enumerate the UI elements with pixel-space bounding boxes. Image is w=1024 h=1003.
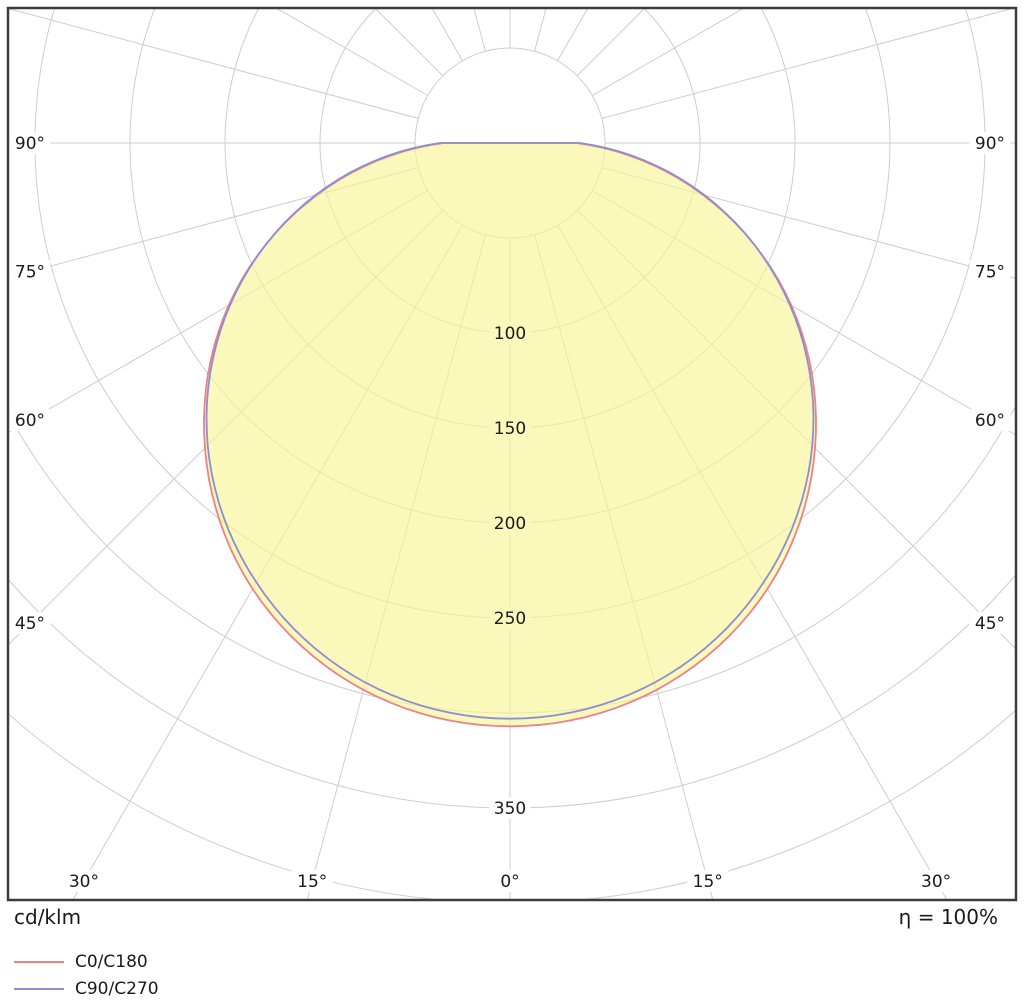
- angle-ray-105: [601, 9, 1013, 119]
- series-curve-c0-c180: [203, 142, 817, 728]
- angle-label-right-45: 45°: [975, 614, 1005, 634]
- radius-label-250: 250: [494, 609, 526, 629]
- angle-label-left-90-knockout: [9, 132, 51, 154]
- legend-label-c0-c180: C0/C180: [75, 952, 148, 972]
- angle-label-left-60-knockout: [9, 409, 51, 432]
- angle-label-right-75: 75°: [975, 263, 1005, 283]
- legend-line-c90-c270: [14, 988, 64, 990]
- angle-label-bottom-2: 0°: [500, 872, 519, 892]
- angle-label-left-90: 90°: [15, 134, 45, 154]
- polar-chart-canvas: 100 150 200 250 350 90° 90° 75° 75° 60° 60° 45° 45° 3…: [6, 6, 1018, 902]
- angle-label-right-90: 90°: [975, 134, 1005, 154]
- radius-label-350-knockout: [489, 797, 531, 819]
- plot-border: [6, 6, 1018, 902]
- angle-label-bottom-1: 15°: [297, 872, 327, 892]
- radial-units-label: cd/klm: [14, 905, 82, 929]
- axis-labels: 100 150 200 250 350 90° 90° 75° 75° 60° 60° 45° 45° 3…: [9, 132, 1011, 892]
- legend-label-c90-c270: C90/C270: [75, 979, 159, 999]
- efficiency-label: η = 100%: [898, 905, 998, 929]
- legend-item-c90-c270: C90/C270: [14, 979, 159, 999]
- angle-label-bottom-4-knockout: [915, 870, 957, 892]
- series-curve-c90-c270: [205, 142, 815, 720]
- angle-label-left-45: 45°: [15, 614, 45, 634]
- angle-label-bottom-2-knockout: [495, 870, 525, 892]
- angle-label-bottom-0-knockout: [63, 870, 105, 892]
- angle-ray-75: [601, 167, 1015, 279]
- angle-label-bottom-1-knockout: [291, 870, 333, 892]
- angle-label-bottom-3: 15°: [693, 872, 723, 892]
- angle-label-left-75-knockout: [9, 260, 51, 283]
- radius-label-100: 100: [494, 324, 526, 344]
- angle-ray-255: [9, 9, 419, 119]
- radius-label-350: 350: [494, 799, 526, 819]
- radius-label-150-knockout: [489, 417, 531, 439]
- angle-label-bottom-3-knockout: [687, 870, 729, 892]
- legend-item-c0-c180: C0/C180: [14, 952, 148, 972]
- angle-label-bottom-4: 30°: [921, 872, 951, 892]
- angle-label-right-60-knockout: [969, 409, 1011, 432]
- radius-label-250-knockout: [489, 607, 531, 629]
- radius-label-200: 200: [494, 514, 526, 534]
- legend-line-c0-c180: [14, 961, 64, 963]
- angle-label-left-60: 60°: [15, 411, 45, 431]
- angle-label-right-75-knockout: [969, 260, 1011, 283]
- angle-label-right-60: 60°: [975, 411, 1005, 431]
- angle-label-right-45-knockout: [969, 612, 1011, 634]
- radius-label-200-knockout: [489, 512, 531, 534]
- angle-label-right-90-knockout: [969, 132, 1011, 154]
- angle-label-left-45-knockout: [9, 612, 51, 634]
- radius-label-150: 150: [494, 419, 526, 439]
- angle-label-bottom-0: 30°: [69, 872, 99, 892]
- angle-label-left-75: 75°: [15, 263, 45, 283]
- radius-label-100-knockout: [489, 322, 531, 344]
- angle-ray-285: [9, 167, 419, 278]
